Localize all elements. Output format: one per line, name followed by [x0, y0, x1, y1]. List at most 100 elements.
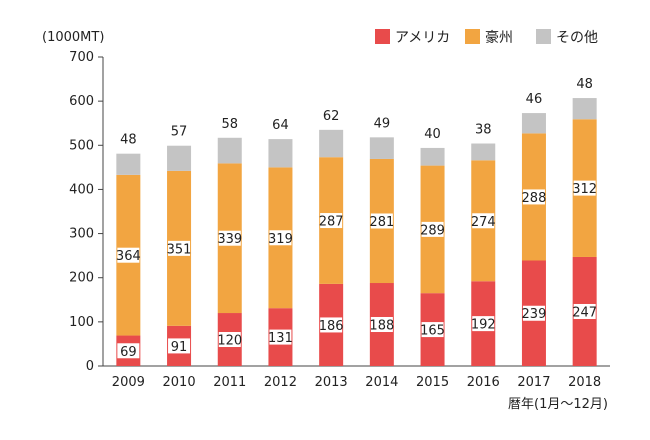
- bar-group-2014: 188 281 49: [369, 116, 394, 366]
- data-label-bg: [472, 213, 495, 229]
- y-tick-label: 400: [69, 182, 94, 197]
- data-label-bg: [168, 338, 191, 354]
- y-tick-label: 200: [69, 271, 94, 286]
- data-label: 288: [522, 191, 547, 206]
- x-tick-label: 2009: [112, 375, 145, 390]
- legend-label: 豪州: [485, 30, 513, 46]
- bar-segment: [420, 147, 445, 166]
- data-label-bg: [421, 322, 444, 338]
- legend-label: アメリカ: [395, 30, 450, 46]
- data-label-top: 48: [576, 77, 593, 92]
- x-tick-label: 2016: [467, 375, 500, 390]
- y-tick-label: 100: [69, 315, 94, 330]
- x-tick-label: 2017: [517, 375, 550, 390]
- data-label: 91: [171, 340, 188, 355]
- bars: 6936448913515712033958131319641862876218…: [116, 77, 597, 366]
- bar-group-2015: 165 289 40: [420, 127, 445, 366]
- bar-segment: [167, 145, 192, 171]
- legend-item: その他: [536, 29, 598, 46]
- x-tick-label: 2018: [568, 375, 601, 390]
- data-label-top: 40: [424, 127, 441, 142]
- data-label: 165: [420, 324, 445, 339]
- x-tick-label: 2012: [264, 375, 297, 390]
- x-tick-label: 2015: [416, 375, 449, 390]
- legend-item: アメリカ: [375, 29, 450, 46]
- data-label: 319: [268, 232, 293, 247]
- bar-segment: [268, 139, 293, 168]
- bar-segment: [369, 137, 394, 159]
- data-label: 312: [572, 182, 597, 197]
- legend-label: その他: [556, 30, 598, 46]
- y-tick-label: 0: [86, 359, 94, 374]
- data-label: 274: [471, 215, 496, 230]
- data-label-bg: [269, 329, 292, 345]
- data-label: 281: [369, 215, 394, 230]
- y-tick-label: 600: [69, 94, 94, 109]
- data-label: 339: [217, 232, 242, 247]
- x-axis: 2009 2010 2011 2012 2013 2014 2015 2016 2017 2018: [103, 365, 610, 390]
- bar-segment: [319, 129, 344, 158]
- y-tick-label: 300: [69, 227, 94, 242]
- data-label-top: 64: [272, 118, 289, 133]
- data-label-top: 46: [526, 92, 543, 107]
- legend-swatch: [375, 29, 390, 44]
- x-tick-label: 2013: [315, 375, 348, 390]
- y-axis: 0 100 200 300 400 500 600 700: [69, 50, 104, 374]
- data-label-bg: [370, 213, 393, 229]
- data-label-bg: [370, 317, 393, 333]
- data-label-bg: [472, 316, 495, 332]
- data-label-bg: [573, 180, 596, 196]
- data-label: 289: [420, 223, 445, 238]
- data-label: 287: [319, 215, 344, 230]
- y-axis-unit-label: (1000MT): [42, 30, 104, 45]
- legend: アメリカ 豪州 その他: [375, 29, 598, 46]
- bar-group-2009: 69 364 48: [116, 133, 141, 366]
- data-label: 69: [120, 345, 137, 360]
- bar-group-2013: 186 287 62: [319, 109, 344, 366]
- bar-segment: [471, 143, 496, 161]
- bar-segment: [116, 153, 141, 175]
- data-label-bg: [320, 213, 343, 229]
- data-label-bg: [320, 317, 343, 333]
- data-label: 239: [522, 307, 547, 322]
- data-label-bg: [269, 230, 292, 246]
- y-tick-label: 700: [69, 50, 94, 65]
- data-label-bg: [117, 343, 140, 359]
- data-label-bg: [218, 230, 241, 246]
- bar-group-2016: 192 274 38: [471, 123, 496, 366]
- data-label: 192: [471, 318, 496, 333]
- bar-group-2012: 131 319 64: [268, 118, 293, 366]
- data-label-bg: [117, 247, 140, 263]
- data-label-bg: [168, 240, 191, 256]
- data-label-bg: [522, 305, 545, 321]
- data-label-top: 48: [120, 133, 137, 148]
- bar-group-2017: 239 288 46: [521, 92, 547, 366]
- bar-group-2010: 91 351 57: [167, 125, 192, 366]
- bar-segment: [521, 113, 546, 134]
- data-label-top: 62: [323, 109, 340, 124]
- data-label-bg: [218, 332, 241, 348]
- data-label-top: 57: [171, 125, 188, 140]
- legend-item: 豪州: [465, 29, 513, 46]
- data-label: 131: [268, 331, 293, 346]
- x-axis-title: 暦年(1月〜12月): [508, 397, 608, 412]
- bar-group-2018: 247 312 48: [572, 77, 597, 366]
- data-label: 351: [167, 242, 192, 257]
- data-label: 247: [572, 305, 597, 320]
- data-label: 364: [116, 249, 141, 264]
- bar-group-2011: 120 339 58: [217, 117, 242, 366]
- legend-swatch: [536, 29, 551, 44]
- x-tick-label: 2014: [365, 375, 398, 390]
- x-tick-label: 2011: [213, 375, 246, 390]
- data-label-bg: [522, 189, 545, 205]
- x-tick-label: 2010: [163, 375, 196, 390]
- data-label: 120: [217, 334, 242, 349]
- bar-segment: [572, 98, 597, 120]
- data-label-top: 38: [475, 123, 492, 138]
- data-label-top: 58: [221, 117, 238, 132]
- data-label-bg: [421, 221, 444, 237]
- y-tick-label: 500: [69, 138, 94, 153]
- legend-swatch: [465, 29, 480, 44]
- data-label-top: 49: [374, 116, 391, 131]
